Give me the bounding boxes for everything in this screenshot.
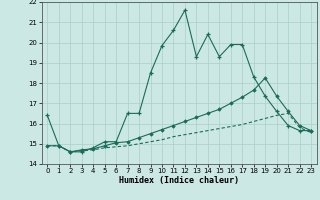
X-axis label: Humidex (Indice chaleur): Humidex (Indice chaleur) <box>119 176 239 185</box>
